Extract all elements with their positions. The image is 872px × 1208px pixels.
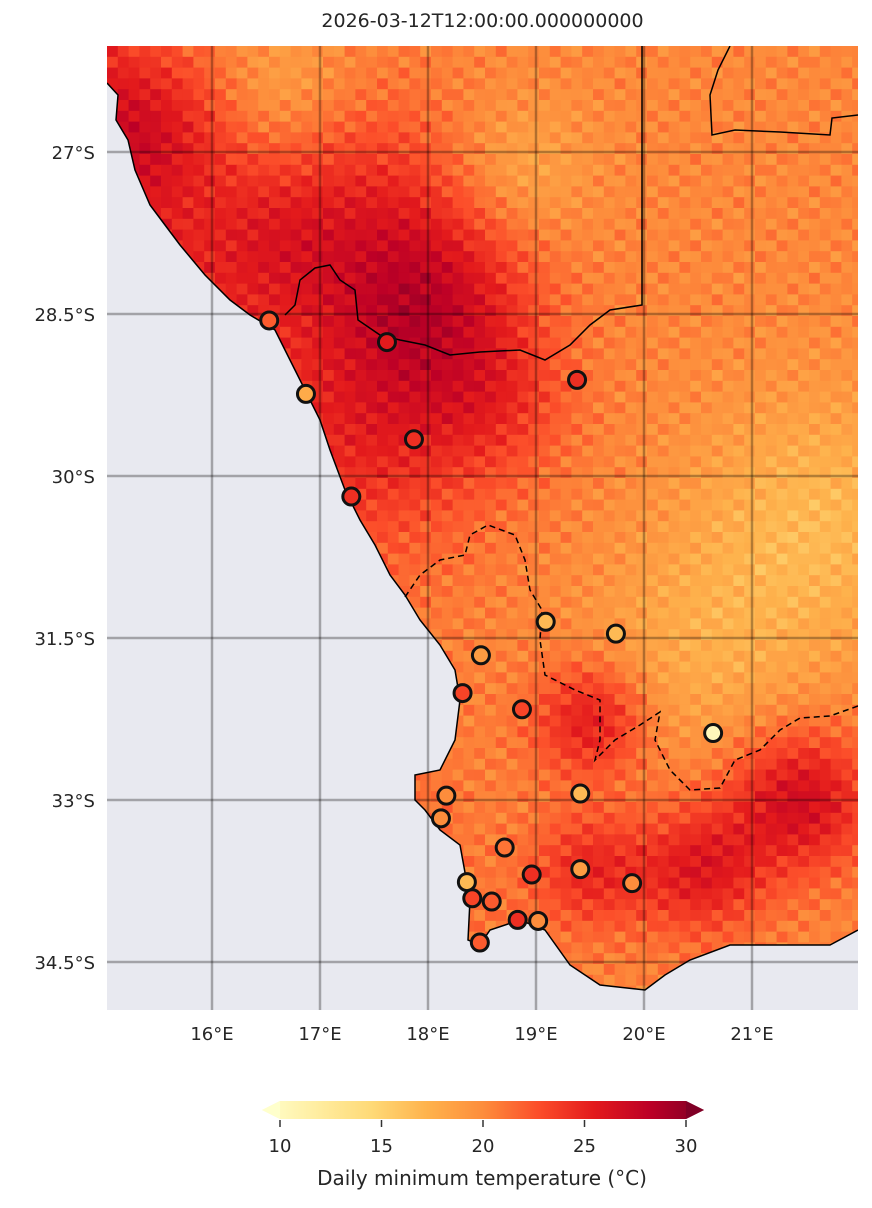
y-tick-label: 28.5°S bbox=[34, 305, 95, 326]
colorbar-label: Daily minimum temperature (°C) bbox=[317, 1166, 647, 1190]
colorbar-tick-label: 20 bbox=[472, 1136, 495, 1157]
country-border bbox=[284, 46, 643, 361]
station-marker[interactable] bbox=[295, 383, 316, 404]
station-marker[interactable] bbox=[521, 864, 542, 885]
x-tick-label: 21°E bbox=[730, 1024, 773, 1045]
station-marker[interactable] bbox=[430, 808, 451, 829]
station-markers bbox=[259, 310, 724, 953]
station-marker[interactable] bbox=[528, 910, 549, 931]
colorbar-tick-label: 30 bbox=[675, 1136, 698, 1157]
station-marker[interactable] bbox=[469, 932, 490, 953]
station-marker[interactable] bbox=[494, 837, 515, 858]
station-marker[interactable] bbox=[456, 872, 477, 893]
station-marker[interactable] bbox=[511, 699, 532, 720]
station-marker[interactable] bbox=[403, 429, 424, 450]
y-tick-label: 34.5°S bbox=[34, 953, 95, 974]
y-tick-label: 33°S bbox=[52, 791, 95, 812]
station-marker[interactable] bbox=[570, 783, 591, 804]
colorbar-tick-label: 15 bbox=[370, 1136, 393, 1157]
x-tick-label: 18°E bbox=[406, 1024, 449, 1045]
colorbar-tick-label: 10 bbox=[269, 1136, 292, 1157]
colorbar-tick-label: 25 bbox=[573, 1136, 596, 1157]
station-marker[interactable] bbox=[703, 723, 724, 744]
station-marker[interactable] bbox=[470, 645, 491, 666]
coastline bbox=[107, 82, 858, 991]
x-tick-label: 20°E bbox=[622, 1024, 665, 1045]
map-title: 2026-03-12T12:00:00.000000000 bbox=[321, 10, 644, 32]
y-tick-label: 31.5°S bbox=[34, 629, 95, 650]
station-marker[interactable] bbox=[436, 785, 457, 806]
x-tick-label: 17°E bbox=[298, 1024, 341, 1045]
station-marker[interactable] bbox=[507, 909, 528, 930]
province-border bbox=[404, 524, 858, 791]
station-marker[interactable] bbox=[622, 873, 643, 894]
y-tick-label: 30°S bbox=[52, 467, 95, 488]
gridlines bbox=[107, 46, 858, 1010]
x-tick-label: 16°E bbox=[190, 1024, 233, 1045]
station-marker[interactable] bbox=[605, 623, 626, 644]
colorbar: 10 15 20 25 30 bbox=[262, 1101, 704, 1157]
station-marker[interactable] bbox=[535, 611, 556, 632]
station-marker[interactable] bbox=[567, 369, 588, 390]
station-marker[interactable] bbox=[481, 891, 502, 912]
country-border-botswana bbox=[709, 46, 858, 136]
station-marker[interactable] bbox=[462, 888, 483, 909]
x-tick-label: 19°E bbox=[514, 1024, 557, 1045]
station-marker[interactable] bbox=[452, 683, 473, 704]
station-marker[interactable] bbox=[259, 310, 280, 331]
station-marker[interactable] bbox=[376, 332, 397, 353]
colorbar-gradient bbox=[262, 1101, 704, 1119]
station-marker[interactable] bbox=[341, 486, 362, 507]
y-tick-label: 27°S bbox=[52, 143, 95, 164]
station-marker[interactable] bbox=[570, 859, 591, 880]
